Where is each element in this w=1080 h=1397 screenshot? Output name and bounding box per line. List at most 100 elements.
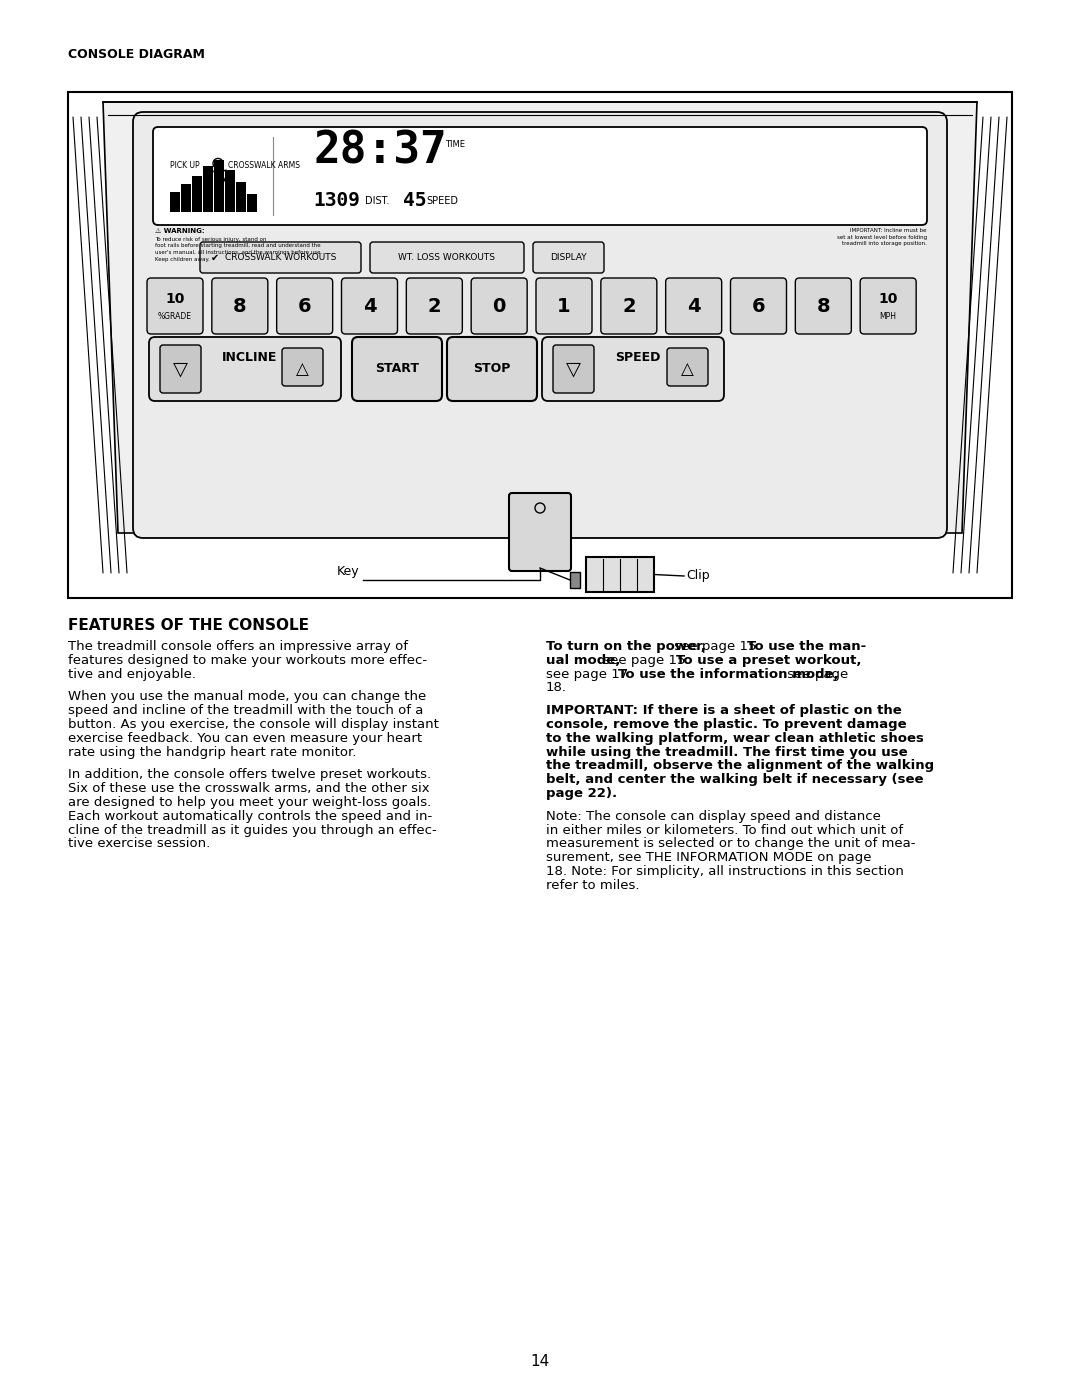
Text: To use the man-: To use the man- [747, 640, 866, 652]
Text: The treadmill console offers an impressive array of: The treadmill console offers an impressi… [68, 640, 408, 652]
Text: Six of these use the crosswalk arms, and the other six: Six of these use the crosswalk arms, and… [68, 782, 430, 795]
Text: see page: see page [783, 668, 848, 680]
Text: Each workout automatically controls the speed and in-: Each workout automatically controls the … [68, 810, 432, 823]
FancyBboxPatch shape [542, 337, 724, 401]
Bar [570, 571, 580, 588]
Text: 14: 14 [530, 1354, 550, 1369]
Text: %GRADE: %GRADE [158, 312, 192, 321]
Text: IMPORTANT: If there is a sheet of plastic on the: IMPORTANT: If there is a sheet of plasti… [546, 704, 902, 717]
Text: measurement is selected or to change the unit of mea-: measurement is selected or to change the… [546, 837, 916, 851]
Text: ▽: ▽ [173, 359, 188, 379]
Text: treadmill into storage position.: treadmill into storage position. [842, 242, 927, 246]
FancyBboxPatch shape [667, 348, 708, 386]
Bar [586, 557, 654, 592]
Text: 4: 4 [363, 296, 376, 316]
Text: To reduce risk of serious injury, stand on: To reduce risk of serious injury, stand … [156, 237, 267, 242]
Text: SPEED: SPEED [616, 351, 661, 365]
Text: MPH: MPH [880, 312, 896, 321]
Polygon shape [103, 102, 977, 534]
Text: SPEED: SPEED [426, 196, 458, 205]
Text: IMPORTANT: Incline must be: IMPORTANT: Incline must be [851, 228, 927, 233]
Text: ▽: ▽ [566, 359, 581, 379]
FancyBboxPatch shape [600, 278, 657, 334]
Text: DIST.: DIST. [365, 196, 390, 205]
Text: TIME: TIME [445, 140, 465, 149]
Text: CROSSWALK WORKOUTS: CROSSWALK WORKOUTS [225, 253, 336, 263]
Text: To use a preset workout,: To use a preset workout, [676, 654, 862, 666]
Text: tive exercise session.: tive exercise session. [68, 837, 211, 851]
Bar [170, 191, 180, 212]
Text: button. As you exercise, the console will display instant: button. As you exercise, the console wil… [68, 718, 438, 731]
FancyBboxPatch shape [536, 278, 592, 334]
Text: 6: 6 [298, 296, 311, 316]
Text: DISPLAY: DISPLAY [550, 253, 586, 263]
Text: set at lowest level before folding: set at lowest level before folding [837, 235, 927, 239]
FancyBboxPatch shape [147, 278, 203, 334]
Text: In addition, the console offers twelve preset workouts.: In addition, the console offers twelve p… [68, 768, 431, 781]
FancyBboxPatch shape [160, 345, 201, 393]
FancyBboxPatch shape [471, 278, 527, 334]
Bar [237, 182, 246, 212]
Text: CROSSWALK ARMS: CROSSWALK ARMS [228, 161, 300, 170]
Text: 45: 45 [403, 191, 427, 210]
Text: refer to miles.: refer to miles. [546, 879, 639, 891]
Text: cline of the treadmill as it guides you through an effec-: cline of the treadmill as it guides you … [68, 824, 436, 837]
FancyBboxPatch shape [276, 278, 333, 334]
Text: see page 15.: see page 15. [670, 640, 765, 652]
FancyBboxPatch shape [282, 348, 323, 386]
Bar [192, 176, 202, 212]
Text: tive and enjoyable.: tive and enjoyable. [68, 668, 195, 680]
FancyBboxPatch shape [665, 278, 721, 334]
Text: Key: Key [336, 564, 359, 578]
Text: To turn on the power,: To turn on the power, [546, 640, 706, 652]
FancyBboxPatch shape [406, 278, 462, 334]
FancyBboxPatch shape [370, 242, 524, 272]
Text: To use the information mode,: To use the information mode, [618, 668, 838, 680]
Text: 10: 10 [165, 292, 185, 306]
Text: 18.: 18. [546, 682, 567, 694]
Text: ✔: ✔ [211, 253, 219, 263]
Text: surement, see THE INFORMATION MODE on page: surement, see THE INFORMATION MODE on pa… [546, 851, 872, 865]
Text: speed and incline of the treadmill with the touch of a: speed and incline of the treadmill with … [68, 704, 423, 717]
Text: while using the treadmill. The first time you use: while using the treadmill. The first tim… [546, 746, 907, 759]
Text: rate using the handgrip heart rate monitor.: rate using the handgrip heart rate monit… [68, 746, 356, 759]
FancyBboxPatch shape [795, 278, 851, 334]
Text: STOP: STOP [473, 362, 511, 376]
FancyBboxPatch shape [149, 337, 341, 401]
Text: 8: 8 [233, 296, 246, 316]
Text: 4: 4 [687, 296, 701, 316]
FancyBboxPatch shape [447, 337, 537, 401]
FancyBboxPatch shape [509, 493, 571, 571]
Text: in either miles or kilometers. To find out which unit of: in either miles or kilometers. To find o… [546, 824, 903, 837]
Text: FEATURES OF THE CONSOLE: FEATURES OF THE CONSOLE [68, 617, 309, 633]
Bar [247, 194, 257, 212]
Text: Note: The console can display speed and distance: Note: The console can display speed and … [546, 810, 881, 823]
Text: to the walking platform, wear clean athletic shoes: to the walking platform, wear clean athl… [546, 732, 923, 745]
FancyBboxPatch shape [352, 337, 442, 401]
Text: ual mode,: ual mode, [546, 654, 620, 666]
Text: 6: 6 [752, 296, 766, 316]
Bar [203, 166, 213, 212]
Text: △: △ [680, 360, 693, 379]
Text: console, remove the plastic. To prevent damage: console, remove the plastic. To prevent … [546, 718, 906, 731]
FancyBboxPatch shape [534, 242, 604, 272]
Text: page 22).: page 22). [546, 787, 617, 800]
Text: Clip: Clip [686, 570, 710, 583]
FancyBboxPatch shape [133, 112, 947, 538]
Bar [181, 184, 191, 212]
Text: 0: 0 [492, 296, 505, 316]
Text: foot rails before starting treadmill, read and understand the: foot rails before starting treadmill, re… [156, 243, 321, 249]
FancyBboxPatch shape [200, 242, 361, 272]
Text: belt, and center the walking belt if necessary (see: belt, and center the walking belt if nec… [546, 773, 923, 787]
Text: CONSOLE DIAGRAM: CONSOLE DIAGRAM [68, 47, 205, 61]
FancyBboxPatch shape [341, 278, 397, 334]
Text: user's manual, all instructions, and the warnings before use.: user's manual, all instructions, and the… [156, 250, 322, 256]
Text: When you use the manual mode, you can change the: When you use the manual mode, you can ch… [68, 690, 427, 703]
Text: ⚠ WARNING:: ⚠ WARNING: [156, 228, 204, 235]
Bar [225, 170, 235, 212]
Text: see page 15.: see page 15. [599, 654, 693, 666]
Text: PICK UP: PICK UP [170, 161, 200, 170]
Text: START: START [375, 362, 419, 376]
Text: see page 17.: see page 17. [546, 668, 636, 680]
Text: 1309: 1309 [313, 191, 360, 210]
